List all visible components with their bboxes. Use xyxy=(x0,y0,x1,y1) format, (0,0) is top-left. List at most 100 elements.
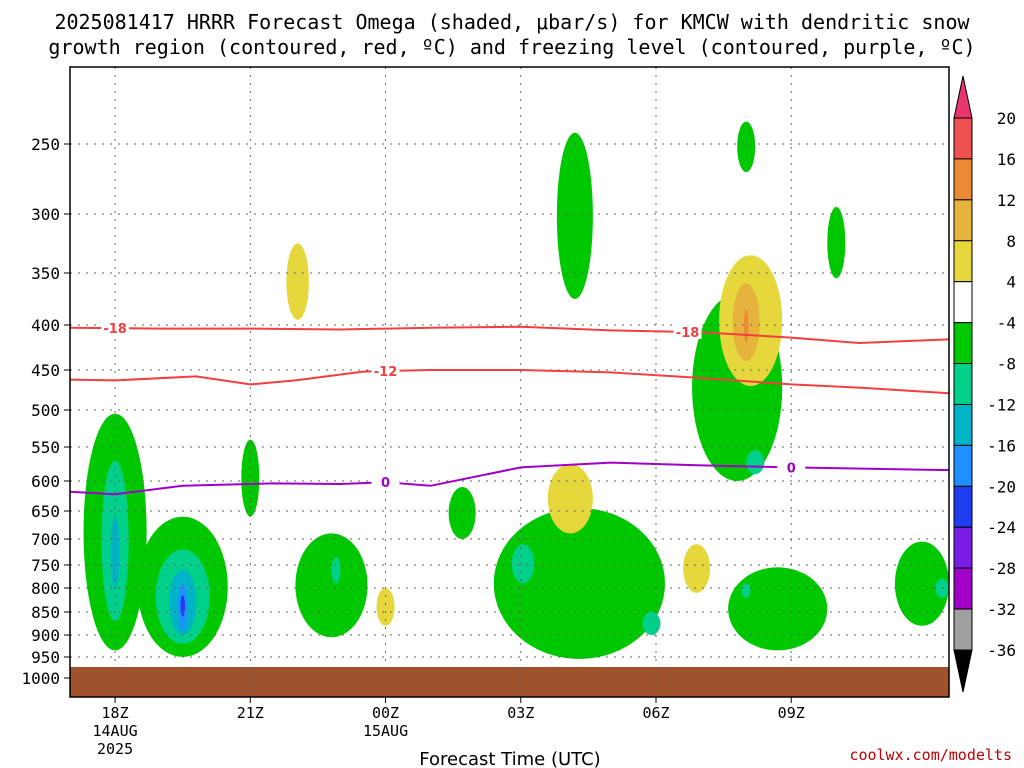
omega-area-21 xyxy=(746,450,765,475)
omega-area-17 xyxy=(556,132,593,299)
omega-area-9 xyxy=(295,533,368,638)
omega-area-14 xyxy=(493,508,666,659)
x-tick-year: 2025 xyxy=(97,740,133,758)
chart-title-line2: growth region (contoured, red, ºC) and f… xyxy=(48,35,975,59)
colorbar-box xyxy=(953,363,973,405)
colorbar-box xyxy=(953,403,973,446)
contour--18 xyxy=(69,325,950,345)
omega-area-11 xyxy=(286,243,309,320)
x-axis-label: Forecast Time (UTC) xyxy=(419,749,600,768)
omega-area-8 xyxy=(241,439,260,517)
x-tick-label: 06Z xyxy=(642,704,669,722)
y-tick-label: 450 xyxy=(31,361,60,380)
x-tick-label: 00Z xyxy=(372,704,399,722)
colorbar-label: -24 xyxy=(987,518,1016,537)
y-tick-label: 900 xyxy=(31,626,60,645)
omega-area-27 xyxy=(741,583,751,598)
grid-lines xyxy=(70,67,949,697)
y-tick-label: 250 xyxy=(31,135,60,154)
omega-area-16 xyxy=(642,612,661,635)
colorbar-label: -8 xyxy=(997,355,1016,374)
colorbar-label: -16 xyxy=(987,436,1016,455)
contour-label: 0 xyxy=(381,476,390,491)
omega-area-19 xyxy=(683,544,711,593)
colorbar-label: -32 xyxy=(987,600,1016,619)
y-tick-label: 850 xyxy=(31,603,60,622)
x-tick-label: 03Z xyxy=(507,704,534,722)
x-tick-label: 21Z xyxy=(237,704,264,722)
chart-title-line1: 2025081417 HRRR Forecast Omega (shaded, … xyxy=(54,10,970,34)
colorbar-bottom-triangle xyxy=(953,649,973,693)
omega-area-26 xyxy=(728,567,828,651)
y-tick-label: 700 xyxy=(31,530,60,549)
colorbar-box xyxy=(953,608,973,651)
surface-fill-rect xyxy=(70,667,949,697)
omega-area-28 xyxy=(827,207,846,279)
y-tick-label: 350 xyxy=(31,264,60,283)
credit-link[interactable]: coolwx.com/modelts xyxy=(849,746,1012,764)
omega-area-10 xyxy=(331,557,341,584)
colorbar-box xyxy=(953,117,973,160)
temperature-contours: -18 -18 -12 0 0 xyxy=(69,320,950,496)
colorbar: 20 16 12 8 4 -4 -8 -12 -16 -20 -24 -28 -32 -36 xyxy=(953,75,1016,693)
colorbar-label: -20 xyxy=(987,477,1016,496)
colorbar-label: -4 xyxy=(997,314,1016,333)
omega-shading xyxy=(83,121,949,659)
surface-fill xyxy=(70,667,949,697)
plot-frame xyxy=(69,66,950,698)
contour-label: -12 xyxy=(374,365,398,380)
omega-area-7 xyxy=(180,595,185,617)
contour-label: -18 xyxy=(103,322,127,337)
omega-area-12 xyxy=(376,588,395,626)
y-tick-label: 300 xyxy=(31,205,60,224)
colorbar-box xyxy=(953,444,973,487)
x-tick-date: 15AUG xyxy=(363,722,408,740)
contour-label-bg xyxy=(371,363,400,379)
colorbar-label: -28 xyxy=(987,559,1016,578)
contour-0 xyxy=(69,461,950,496)
y-tick-label: 750 xyxy=(31,556,60,575)
colorbar-label: -36 xyxy=(987,641,1016,660)
y-tick-label: 1000 xyxy=(21,669,60,688)
contour-label-bg xyxy=(673,323,702,339)
omega-area-25 xyxy=(737,121,756,172)
y-tick-label: 500 xyxy=(31,401,60,420)
colorbar-top-triangle xyxy=(953,75,973,119)
colorbar-box xyxy=(953,567,973,610)
y-tick-label: 800 xyxy=(31,579,60,598)
contour-label: -18 xyxy=(676,326,700,341)
omega-area-24 xyxy=(743,309,749,344)
colorbar-box xyxy=(953,322,973,365)
x-tick-label: 18Z xyxy=(102,704,129,722)
colorbar-box xyxy=(953,485,973,528)
omega-area-13 xyxy=(448,487,476,539)
y-tick-label: 650 xyxy=(31,502,60,521)
colorbar-label: -12 xyxy=(987,395,1016,414)
y-tick-label: 950 xyxy=(31,648,60,667)
colorbar-label: 8 xyxy=(1006,232,1016,251)
y-axis-ticks: 250 300 350 400 450 500 550 600 650 700 750 800 850 9… xyxy=(21,135,70,688)
omega-area-2 xyxy=(110,516,120,588)
y-tick-label: 400 xyxy=(31,316,60,335)
omega-area-15 xyxy=(511,544,535,584)
contour-label-bg xyxy=(371,474,400,490)
colorbar-label: 16 xyxy=(997,150,1016,169)
omega-area-18 xyxy=(547,464,593,534)
omega-area-29 xyxy=(894,541,949,626)
contour--12 xyxy=(69,369,950,395)
colorbar-label: 20 xyxy=(997,109,1016,128)
colorbar-label: 4 xyxy=(1006,273,1016,292)
x-tick-label: 09Z xyxy=(778,704,805,722)
y-tick-label: 550 xyxy=(31,438,60,457)
contour-label: 0 xyxy=(787,461,796,476)
contour-label-bg xyxy=(101,320,130,336)
y-tick-label: 600 xyxy=(31,472,60,491)
contour-label-bg xyxy=(777,459,806,475)
colorbar-box xyxy=(953,158,973,201)
colorbar-box xyxy=(953,526,973,569)
colorbar-label: 12 xyxy=(997,191,1016,210)
colorbar-box xyxy=(953,281,973,324)
colorbar-box xyxy=(953,240,973,283)
